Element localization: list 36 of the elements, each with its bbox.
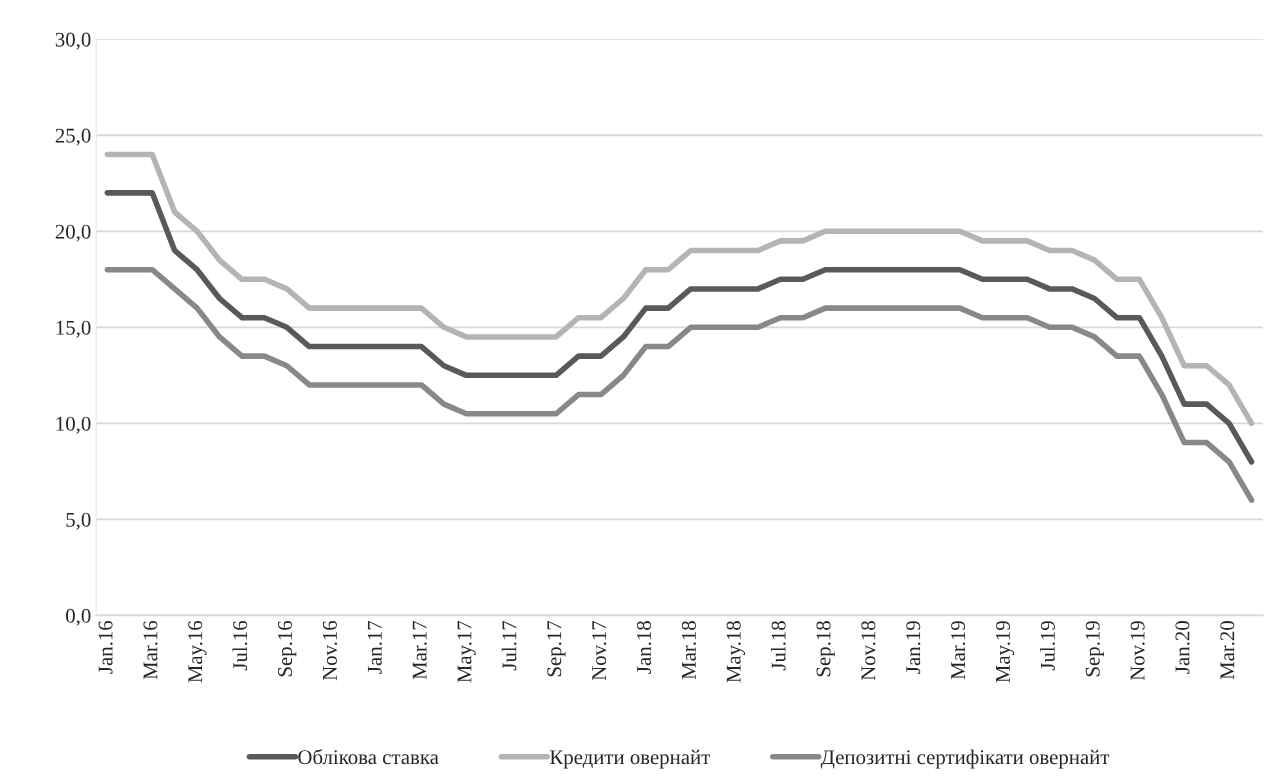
x-tick-label: Jul.17 <box>501 620 517 671</box>
x-tick-label: May.19 <box>995 621 1015 683</box>
y-tick-label: 30,0 <box>55 32 91 50</box>
x-tick-label: Jul.19 <box>1040 621 1055 671</box>
x-tick-label: Mar.18 <box>681 621 696 680</box>
legend-label: Кредити овернайт <box>549 749 710 769</box>
legend-label: Депозитні сертифікати овернайт <box>820 749 1110 769</box>
x-tick-label: Jan.17 <box>367 620 382 674</box>
y-tick-label: 20,0 <box>55 224 91 242</box>
x-tick-label: Mar.20 <box>1220 621 1235 680</box>
x-tick-label: May.17 <box>457 620 476 683</box>
y-tick-label: 15,0 <box>56 320 91 338</box>
y-tick-label: 5,0 <box>66 512 91 530</box>
x-tick-label: Nov.17 <box>592 620 607 681</box>
y-tick-label: 25,0 <box>55 128 91 146</box>
x-tick-label: Mar.17 <box>412 620 427 680</box>
x-tick-label: Jul.16 <box>232 620 248 671</box>
x-tick-label: Mar.19 <box>951 621 966 680</box>
x-tick-label: Jan.20 <box>1175 621 1190 674</box>
legend-label: Облікова ставка <box>298 749 439 765</box>
x-tick-label: Nov.18 <box>861 621 876 681</box>
x-tick-label: Nov.16 <box>322 620 338 681</box>
x-tick-label: Sep.17 <box>547 620 566 677</box>
x-tick-label: Jul.18 <box>770 621 786 671</box>
x-tick-label: Sep.19 <box>1085 621 1104 677</box>
y-tick-label: 10,0 <box>56 416 91 434</box>
x-tick-label: Sep.16 <box>278 620 297 677</box>
x-tick-label: Sep.18 <box>816 621 835 677</box>
x-tick-label: Mar.16 <box>143 620 158 680</box>
x-tick-label: Jan.18 <box>636 621 652 674</box>
x-tick-label: Jan.19 <box>906 621 921 674</box>
y-tick-label: 0,0 <box>66 608 91 626</box>
x-tick-label: May.16 <box>188 620 207 683</box>
x-tick-label: Nov.19 <box>1130 621 1145 681</box>
x-tick-label: Jan.16 <box>98 620 113 674</box>
x-tick-label: May.18 <box>726 621 745 683</box>
